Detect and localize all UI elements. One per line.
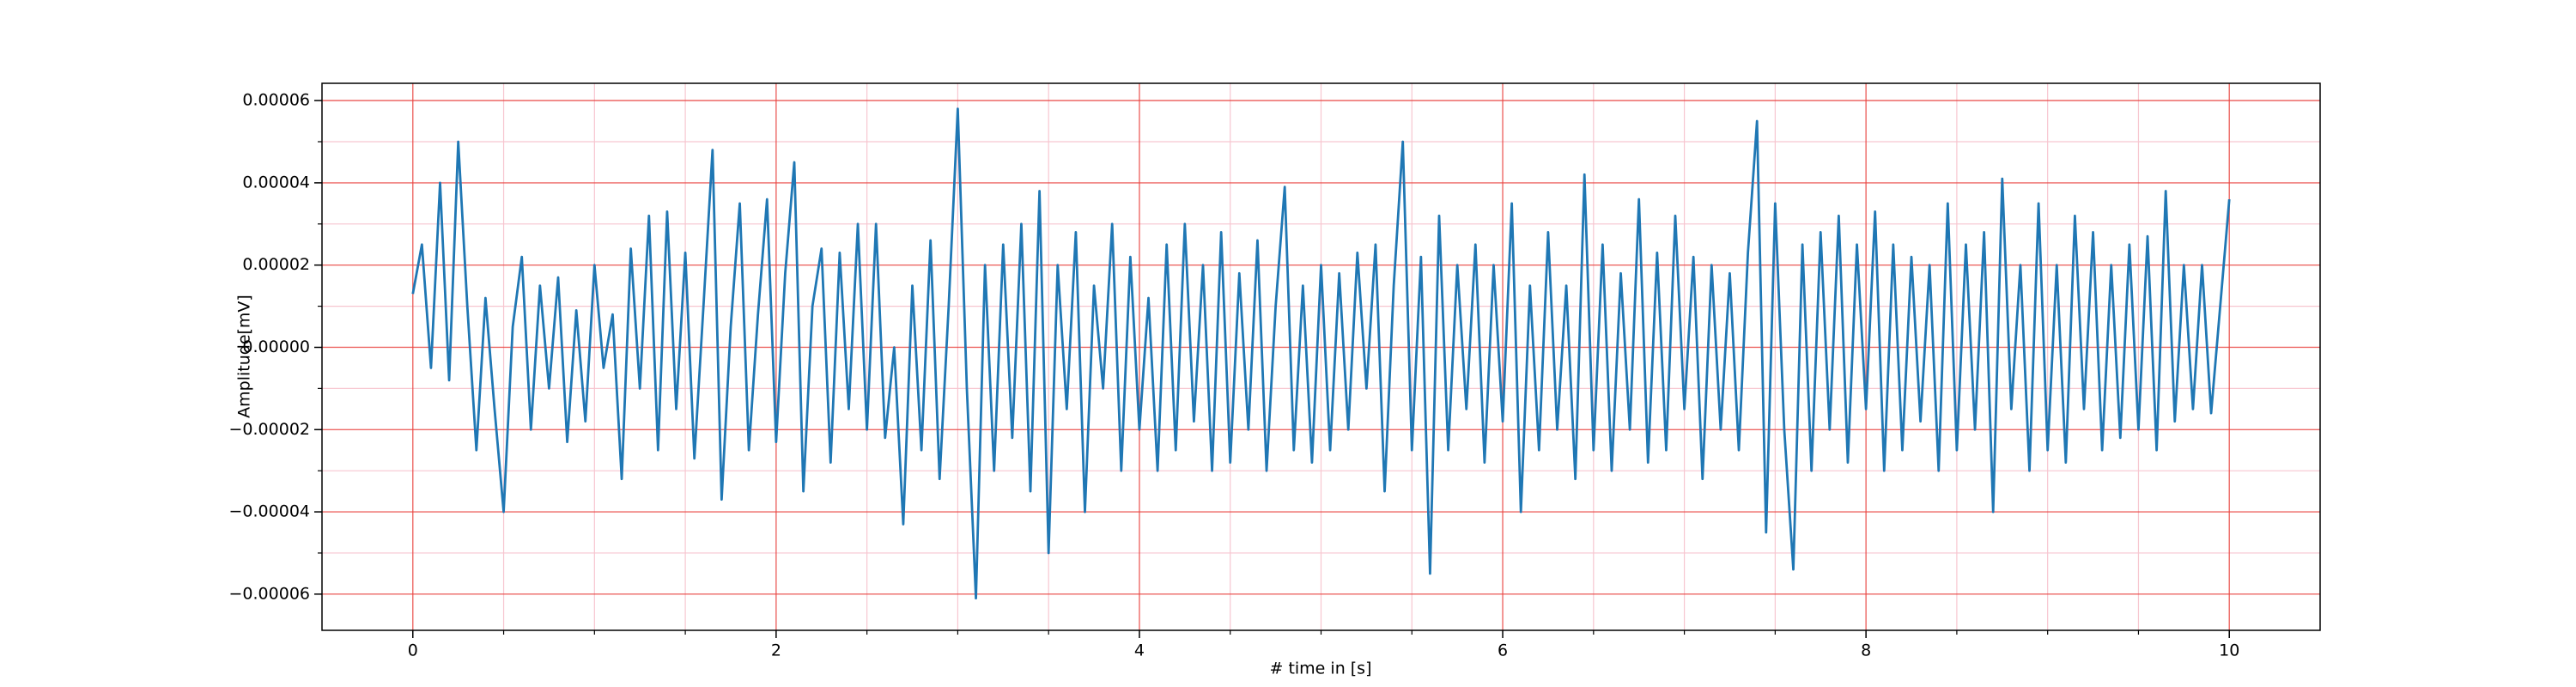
x-tick-label: 0 bbox=[408, 641, 418, 660]
y-tick-label: 0.00000 bbox=[242, 337, 310, 356]
y-tick-label: 0.00004 bbox=[242, 173, 310, 192]
y-tick-label: −0.00004 bbox=[229, 502, 311, 521]
y-tick-label: −0.00006 bbox=[229, 584, 311, 603]
y-tick-label: 0.00002 bbox=[242, 255, 310, 274]
y-tick-label: 0.00006 bbox=[242, 91, 310, 110]
x-axis-label: # time in [s] bbox=[1269, 660, 1371, 678]
signal-line bbox=[411, 107, 2231, 600]
x-tick-label: 8 bbox=[1861, 641, 1871, 660]
x-tick-label: 4 bbox=[1134, 641, 1145, 660]
x-tick-label: 2 bbox=[771, 641, 781, 660]
x-tick-label: 6 bbox=[1498, 641, 1508, 660]
y-axis-label: Amplitude[mV] bbox=[235, 295, 254, 418]
y-tick-label: −0.00002 bbox=[229, 420, 311, 439]
axes-frame bbox=[321, 82, 2321, 631]
x-tick-label: 10 bbox=[2219, 641, 2239, 660]
